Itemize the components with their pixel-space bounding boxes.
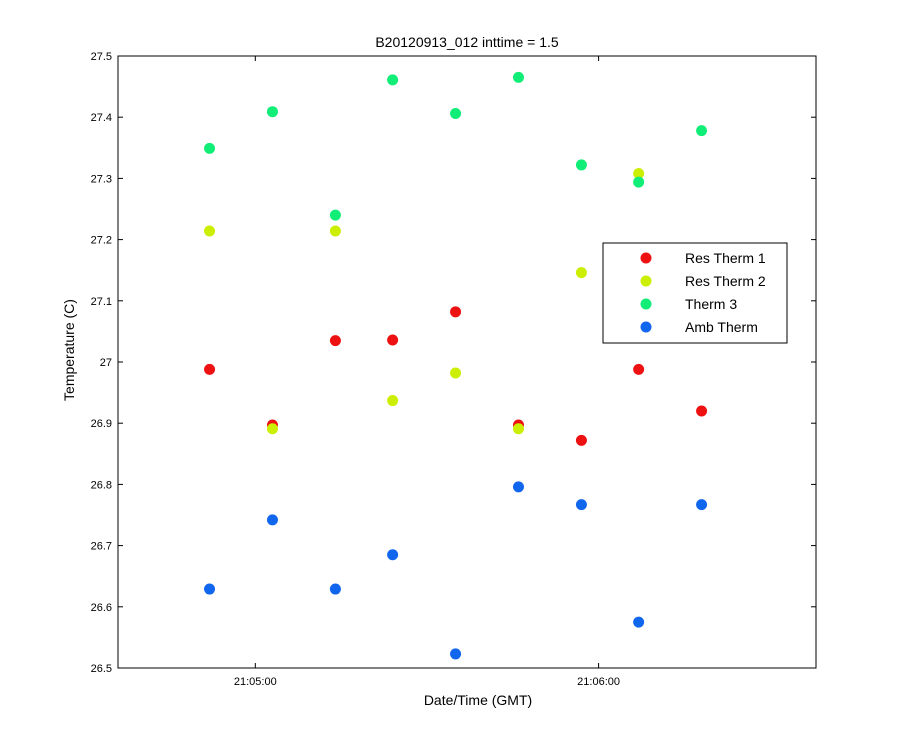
- legend-label-res-therm-2: Res Therm 2: [685, 273, 766, 289]
- point-res-therm-2: [387, 395, 399, 407]
- y-tick-label: 27.1: [91, 296, 112, 308]
- point-res-therm-1: [450, 306, 462, 318]
- point-therm-3: [633, 176, 645, 188]
- x-axis-label: Date/Time (GMT): [424, 692, 532, 708]
- y-tick-label: 27: [100, 357, 112, 369]
- point-res-therm-2: [575, 267, 587, 279]
- point-res-therm-2: [512, 423, 524, 435]
- y-tick-label: 27.3: [91, 173, 112, 185]
- data-points: [204, 71, 708, 660]
- legend-marker-res-therm-2: [640, 275, 652, 287]
- point-res-therm-1: [204, 363, 216, 375]
- point-therm-3: [696, 125, 708, 137]
- y-tick-label: 26.7: [91, 541, 112, 553]
- point-therm-3: [266, 106, 278, 118]
- point-res-therm-2: [266, 423, 278, 435]
- point-amb-therm: [204, 583, 216, 595]
- legend-marker-res-therm-1: [640, 252, 652, 264]
- x-tick-label: 21:06:00: [577, 676, 620, 688]
- point-res-therm-2: [204, 225, 216, 237]
- plot-area: [117, 55, 817, 669]
- point-therm-3: [329, 209, 341, 221]
- x-tick-label: 21:05:00: [234, 676, 277, 688]
- legend: Res Therm 1 Res Therm 2 Therm 3 Amb Therm: [602, 242, 788, 344]
- chart-title: B20120913_012 inttime = 1.5: [375, 34, 559, 50]
- point-res-therm-2: [450, 367, 462, 379]
- point-res-therm-2: [329, 225, 341, 237]
- y-tick-label: 26.9: [91, 418, 112, 430]
- point-therm-3: [387, 74, 399, 86]
- point-therm-3: [575, 159, 587, 171]
- point-amb-therm: [266, 514, 278, 526]
- point-res-therm-1: [329, 335, 341, 347]
- y-tick-label: 26.8: [91, 479, 112, 491]
- y-tick-label: 27.5: [91, 51, 112, 63]
- legend-label-therm-3: Therm 3: [685, 296, 737, 312]
- y-axis-label: Temperature (C): [61, 299, 77, 401]
- point-amb-therm: [387, 549, 399, 561]
- point-therm-3: [450, 108, 462, 120]
- point-res-therm-1: [387, 334, 399, 346]
- point-amb-therm: [329, 583, 341, 595]
- point-res-therm-1: [696, 405, 708, 417]
- point-amb-therm: [512, 481, 524, 493]
- point-res-therm-2: [633, 168, 645, 180]
- legend-marker-amb-therm: [640, 321, 652, 333]
- point-amb-therm: [696, 499, 708, 511]
- y-tick-label: 27.2: [91, 235, 112, 247]
- point-res-therm-1: [575, 434, 587, 446]
- legend-box: [602, 242, 788, 344]
- point-amb-therm: [633, 616, 645, 628]
- point-therm-3: [512, 71, 524, 83]
- point-therm-3: [204, 142, 216, 154]
- legend-label-amb-therm: Amb Therm: [685, 319, 758, 335]
- y-tick-label: 26.5: [91, 663, 112, 675]
- legend-label-res-therm-1: Res Therm 1: [685, 250, 766, 266]
- point-amb-therm: [575, 499, 587, 511]
- y-tick-label: 26.6: [91, 602, 112, 614]
- legend-marker-therm-3: [640, 298, 652, 310]
- point-amb-therm: [450, 648, 462, 660]
- x-axis: 21:05:00 21:06:00: [234, 56, 620, 688]
- point-res-therm-1: [633, 363, 645, 375]
- y-tick-label: 27.4: [91, 112, 112, 124]
- y-axis: 26.5 26.6 26.7 26.8 26.9 27 27.1 27.2 27.3 27.4 27…: [91, 51, 816, 675]
